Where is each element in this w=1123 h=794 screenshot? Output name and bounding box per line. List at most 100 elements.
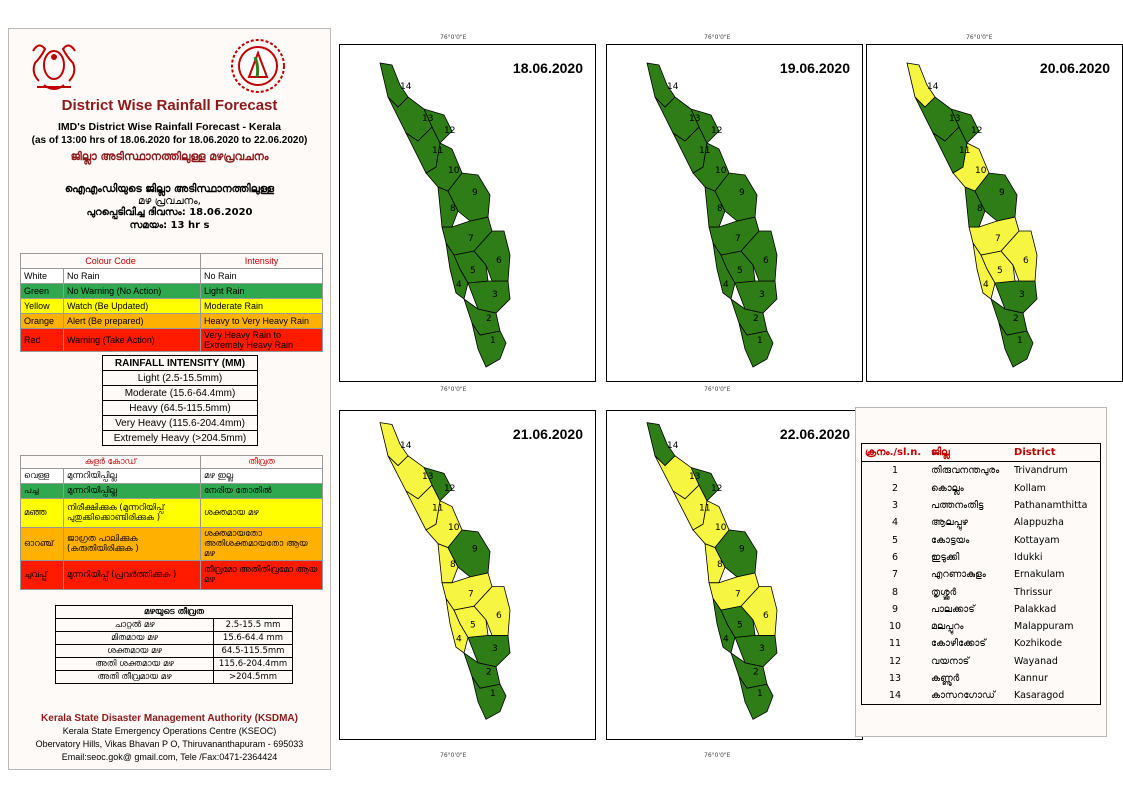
intensity-row: Heavy (64.5-115.5mm) — [102, 400, 258, 416]
district-ml: കോട്ടയം — [931, 534, 970, 546]
district-number-label: 4 — [723, 280, 729, 290]
district-number-label: 8 — [717, 204, 723, 214]
district-number-label: 1 — [757, 689, 763, 699]
district-row: 14 കാസറഗോഡ് Kasaragod — [862, 687, 1101, 705]
district-number-label: 6 — [496, 256, 502, 266]
district-table: ക്രനം./sl.n. ജില്ല District 1 തിരുവനന്തപ… — [861, 443, 1101, 706]
district-number-label: 1 — [490, 689, 496, 699]
district-table-header: ക്രനം./sl.n. ജില്ല District — [861, 443, 1101, 463]
ml-colour-head: കളർ കോഡ് — [20, 455, 201, 469]
longitude-label: 76°0'0"E — [704, 752, 731, 759]
district-region — [441, 216, 493, 256]
longitude-label: 76°0'0"E — [704, 34, 731, 41]
map-date: 22.06.2020 — [779, 426, 850, 442]
intensity-row: Light (2.5-15.5mm) — [102, 370, 258, 386]
district-row: 8 തൃശ്ശൂർ Thrissur — [862, 583, 1101, 600]
district-en: Kottayam — [1014, 534, 1060, 546]
district-number-label: 14 — [667, 82, 679, 92]
district-number-label: 13 — [949, 114, 960, 124]
district-region — [714, 529, 758, 578]
district-number-label: 9 — [739, 545, 745, 555]
ml-colour-code-row: ചുവപ്പ് മുന്നറിയിപ്പ് (പ്രവർത്തിക്കുക ) … — [20, 560, 323, 590]
map-date: 20.06.2020 — [1039, 60, 1110, 76]
ml-colour-code-row: മഞ്ഞ നിരീക്ഷിക്കുക (മുന്നറിയിപ്പ് പുതുക്… — [20, 498, 323, 528]
district-number-label: 13 — [422, 472, 433, 482]
district-region — [906, 62, 936, 108]
district-number-label: 10 — [715, 166, 727, 176]
ml-colour-code-table: കളർ കോഡ് തീവ്രത വെള്ള മുന്നറിയിപ്പില്ല മ… — [20, 455, 323, 590]
ml-line-4: സമയം: 13 hr s — [129, 220, 210, 231]
district-row: 1 തിരുവനന്തപുരം Trivandrum — [862, 462, 1101, 480]
ml-colour-action: മുന്നറിയിപ്പ് (പ്രവർത്തിക്കുക ) — [63, 560, 201, 590]
district-number-label: 7 — [468, 234, 474, 244]
district-row: 12 വയനാട് Wayanad — [862, 653, 1101, 670]
colour-intensity: Very Heavy Rain to Extremely Heavy Rain — [200, 328, 323, 352]
district-en: Pathanamthitta — [1014, 500, 1088, 512]
district-row: 13 കണ്ണൂർ Kannur — [862, 670, 1101, 687]
district-number-label: 8 — [717, 560, 723, 570]
district-ml-head: ജില്ല — [928, 443, 1012, 463]
ksdma-name: Kerala State Disaster Management Authori… — [41, 713, 298, 724]
district-row: 9 പാലക്കാട് Palakkad — [862, 601, 1101, 618]
district-number-label: 5 — [737, 621, 743, 631]
district-number-label: 3 — [759, 290, 765, 300]
district-ml: കൊല്ലം — [931, 482, 964, 494]
district-region — [740, 586, 778, 636]
district-en: Thrissur — [1014, 586, 1053, 598]
district-number-label: 5 — [470, 266, 476, 276]
ml-colour-code-row: വെള്ള മുന്നറിയിപ്പില്ല മഴ ഇല്ല — [20, 468, 323, 484]
district-number-label: 7 — [735, 589, 741, 599]
district-number-label: 4 — [723, 634, 729, 644]
longitude-label: 76°0'0"E — [440, 34, 467, 41]
district-number-label: 11 — [959, 146, 970, 156]
district-number-label: 8 — [977, 204, 983, 214]
district-region — [714, 172, 758, 222]
ml-line-1: ഐഎംഡിയുടെ ജില്ലാ അടിസ്ഥാനത്തിലുള്ള — [64, 183, 275, 195]
ml-intensity-range: 2.5-15.5 mm — [213, 618, 293, 632]
district-ml: തിരുവനന്തപുരം — [931, 465, 1000, 477]
district-no: 2 — [891, 482, 899, 494]
district-number-label: 5 — [737, 266, 743, 276]
district-number-label: 3 — [759, 644, 765, 654]
forecast-map-4: 1 2 3 4 5 6 7 8 9 10 11 12 13 14 21.06.2020 — [339, 410, 596, 740]
district-region — [974, 172, 1018, 222]
ml-intensity-range: >204.5mm — [213, 670, 293, 684]
kerala-emblem-logo — [32, 44, 76, 90]
district-number-label: 3 — [492, 290, 498, 300]
district-number-label: 2 — [753, 314, 759, 324]
district-region — [379, 62, 409, 108]
ml-line-2: മഴ പ്രവചനം, — [137, 195, 202, 207]
district-number-label: 11 — [432, 504, 443, 514]
forecast-map-1: 1 2 3 4 5 6 7 8 9 10 11 12 13 14 18.06.2020 — [339, 44, 596, 382]
district-row: 6 ഇടുക്കി Idukki — [862, 549, 1101, 566]
district-number-label: 9 — [739, 188, 745, 198]
ksdma-logo — [231, 39, 285, 93]
district-number-label: 6 — [763, 256, 769, 266]
colour-code-header: Colour Code Intensity — [20, 253, 323, 269]
district-en: Kollam — [1014, 482, 1046, 494]
ml-colour-name: മഞ്ഞ — [20, 498, 64, 528]
ml-colour-action: നിരീക്ഷിക്കുക (മുന്നറിയിപ്പ് പുതുക്കിക്ക… — [63, 498, 201, 528]
info-panel: District Wise Rainfall Forecast IMD's Di… — [8, 28, 331, 770]
district-region — [379, 422, 409, 467]
ml-colour-code-row: ഓറഞ്ച് ജാഗ്രത പാലിക്കുക (കരുതിയിരിക്കുക … — [20, 527, 323, 561]
district-ml: ഇടുക്കി — [931, 551, 960, 563]
ml-colour-code-row: പച്ച മുന്നറിയിപ്പില്ല നേരിയ തോതിൽ — [20, 483, 323, 499]
ml-intensity-range: 115.6-204.4mm — [213, 657, 293, 671]
district-number-label: 6 — [763, 611, 769, 621]
panel-subtitle: IMD's District Wise Rainfall Forecast - … — [58, 121, 281, 133]
district-number-label: 11 — [699, 146, 710, 156]
district-no-head: ക്രനം./sl.n. — [861, 443, 928, 463]
district-number-label: 1 — [1017, 336, 1023, 346]
ml-intensity-label: അതി തീവ്രമായ മഴ — [55, 670, 214, 684]
colour-code-table: Colour Code Intensity White No Rain No R… — [20, 253, 323, 352]
district-row: 11 കോഴിക്കോട് Kozhikode — [862, 635, 1101, 652]
district-row: 5 കോട്ടയം Kottayam — [862, 531, 1101, 548]
longitude-label: 76°0'0"E — [966, 34, 993, 41]
district-number-label: 10 — [448, 523, 460, 533]
district-number-label: 1 — [490, 336, 496, 346]
district-number-label: 5 — [470, 621, 476, 631]
